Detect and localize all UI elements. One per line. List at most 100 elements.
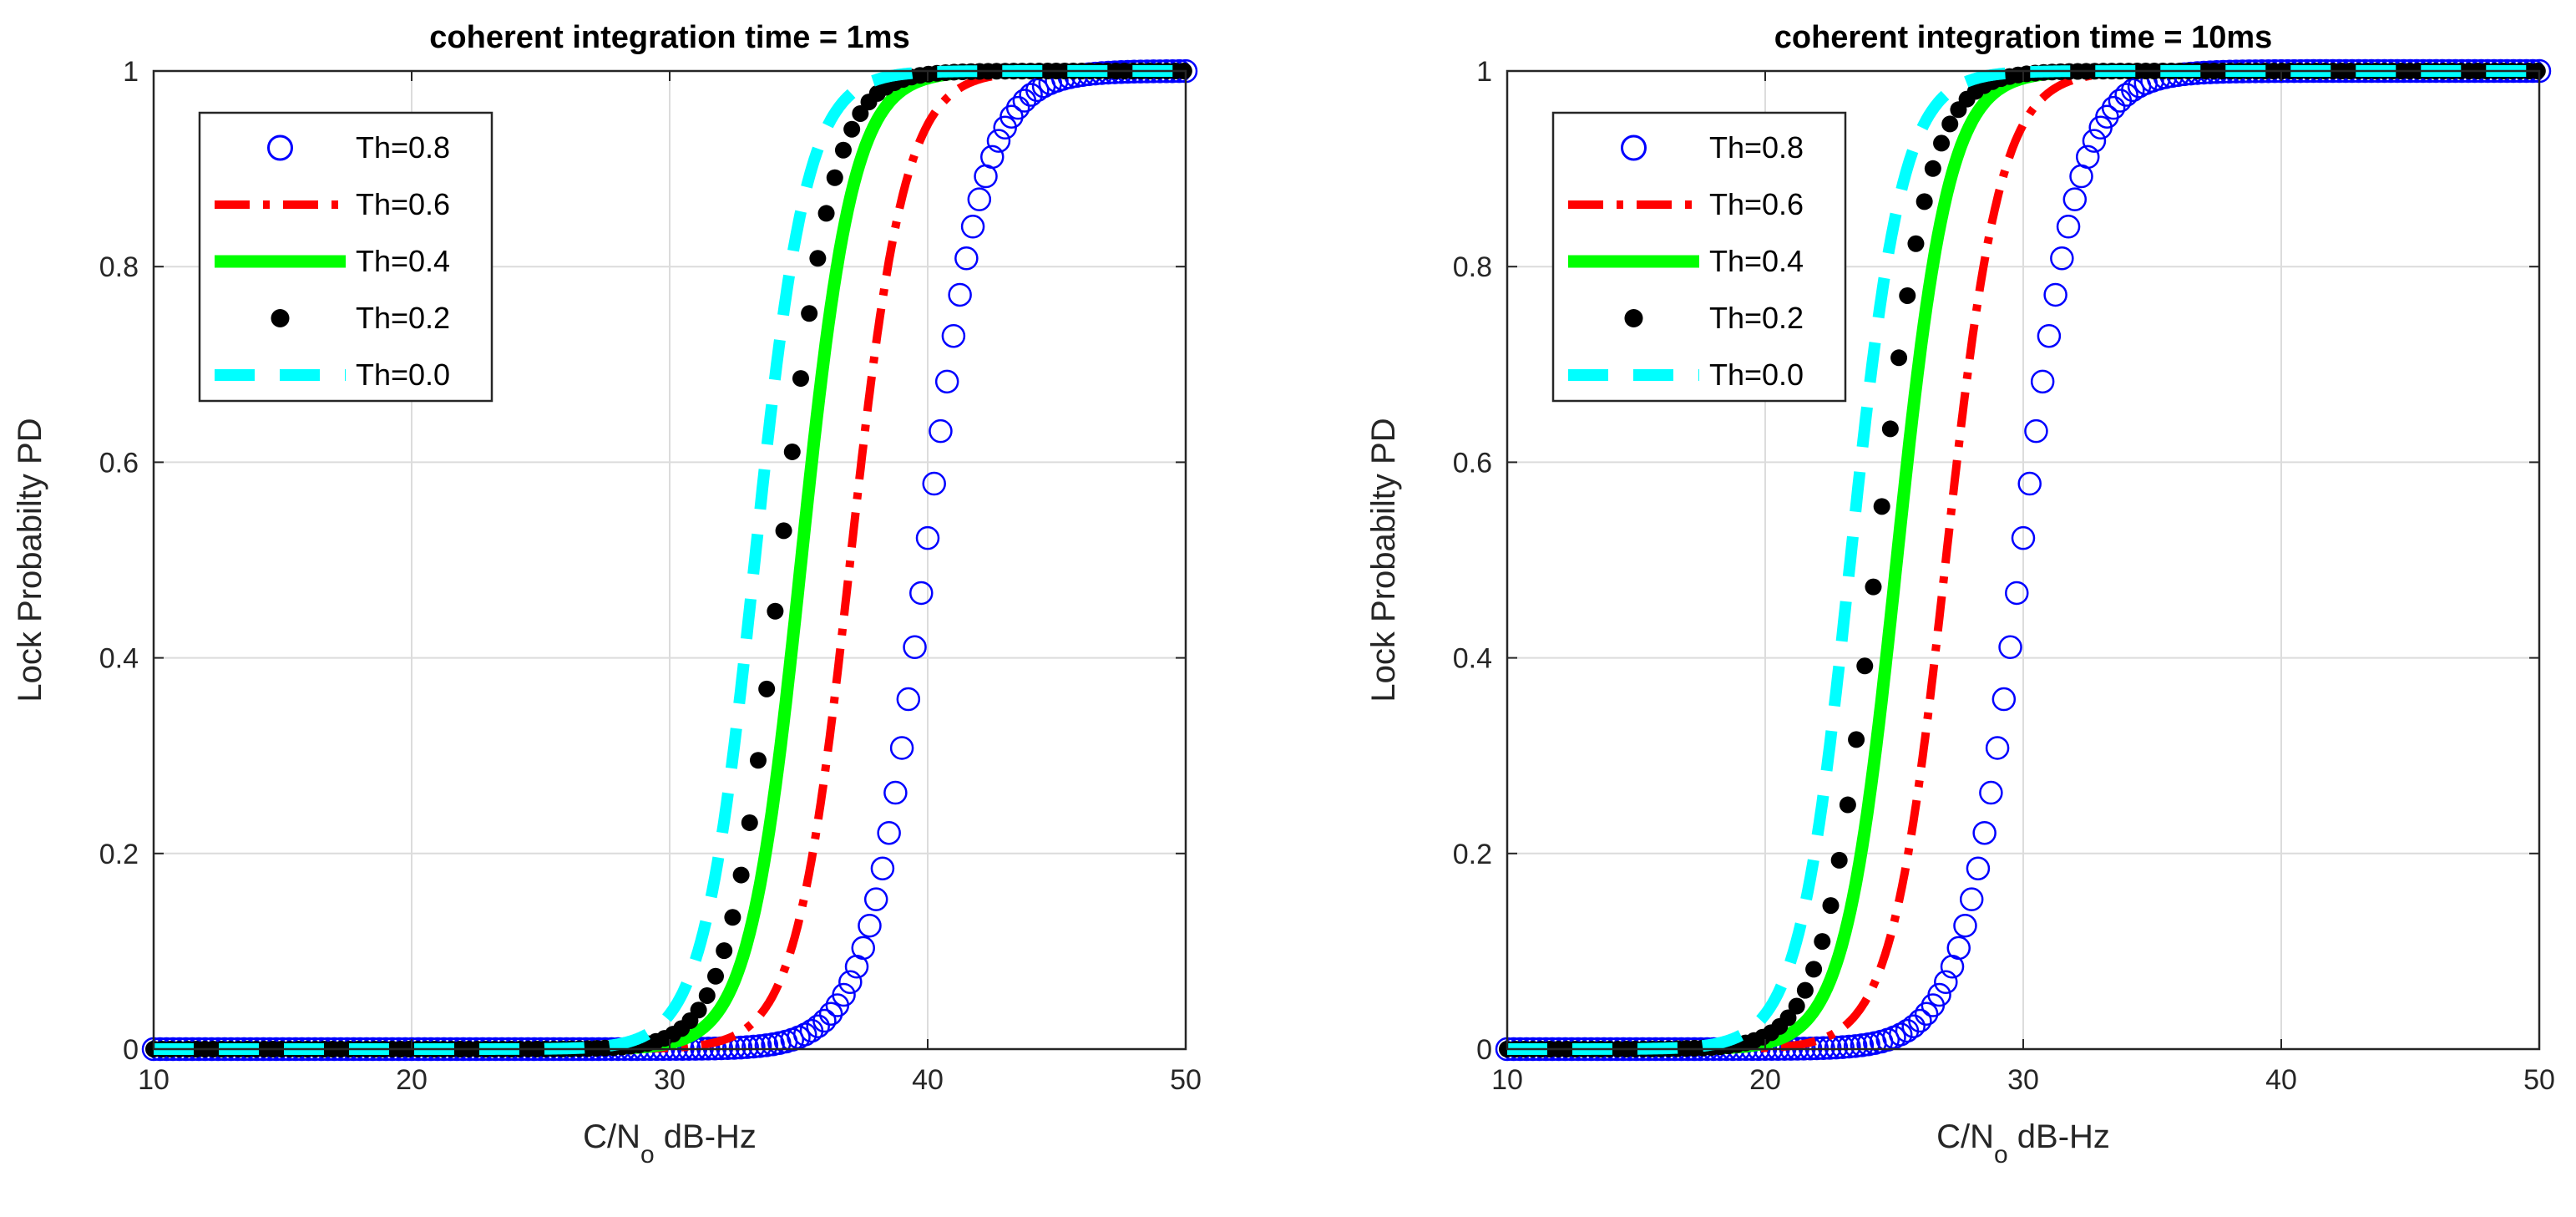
legend-label: Th=0.2 [1709,301,1804,335]
x-axis-label-subscript: o [640,1141,655,1169]
data-point-circle [2076,145,2100,170]
data-point-circle [818,1001,843,1026]
data-point-circle [954,246,979,271]
data-point-dot [1865,578,1882,596]
x-axis-label: C/No dB-Hz [583,1118,757,1169]
data-point-dot [749,752,767,769]
data-point-dot [1873,498,1890,515]
legend-label: Th=0.4 [356,244,450,278]
data-point-dot [809,250,827,267]
data-point-circle [1959,887,1984,911]
data-point-circle [1005,95,1030,120]
data-point-circle [1934,970,1958,995]
data-point-dot [690,1001,707,1019]
data-point-circle [1953,913,1977,938]
x-axis-label-unit: dB-Hz [2008,1118,2110,1155]
data-point-dot [783,443,801,460]
data-point-dot [716,942,733,960]
data-point-circle [2024,418,2048,444]
data-point-circle [948,282,972,307]
data-point-dot [1890,349,1908,367]
legend-label: Th=0.8 [1709,130,1804,165]
data-point-circle [858,913,882,938]
y-axis-label: Lock Probabilty PD [12,418,48,702]
data-point-dot [801,305,818,322]
data-point-circle [1901,1014,1926,1038]
data-point-circle [747,1034,772,1058]
legend-label: Th=0.6 [356,187,450,221]
x-axis-label-unit: dB-Hz [655,1118,757,1155]
data-point-circle [1908,1008,1932,1033]
data-point-circle [2062,187,2088,211]
y-tick-label: 0.2 [99,839,139,870]
legend-label: Th=0.6 [1709,187,1804,221]
data-point-dot [1924,160,1941,177]
y-tick-label: 0.2 [1453,839,1492,870]
data-point-circle [1837,1034,1861,1059]
data-point-circle [960,215,985,239]
y-tick-label: 0.4 [1453,643,1492,675]
data-point-dot [1814,933,1831,951]
data-point-circle [2101,95,2126,120]
x-tick-label: 40 [2265,1064,2297,1096]
y-tick-label: 0.8 [1453,251,1492,283]
legend-label: Th=0.0 [1709,357,1804,392]
x-tick-label: 10 [1491,1064,1523,1096]
data-point-circle [915,525,940,550]
data-point-circle [1824,1035,1849,1060]
data-point-dot [1899,287,1916,304]
x-tick-label: 10 [138,1064,170,1096]
data-point-dot [826,169,843,186]
data-point-circle [1966,856,1991,880]
data-point-dot [852,104,869,122]
data-point-circle [735,1035,759,1059]
legend-label: Th=0.2 [356,301,450,335]
data-point-dot [1839,796,1856,814]
data-point-circle [941,323,966,348]
data-point-dot [775,522,792,540]
data-point-circle [728,1035,753,1060]
y-tick-label: 0.8 [99,251,139,283]
data-point-circle [1927,982,1951,1007]
data-point-circle [980,145,1005,170]
data-point-dot [843,120,861,138]
data-point-circle [934,369,959,394]
data-point-circle [986,129,1011,153]
data-point-dot [792,370,809,388]
data-point-dot [767,602,784,620]
y-tick-label: 0 [1476,1034,1492,1066]
data-point-circle [2114,83,2138,107]
data-point-circle [2043,282,2067,307]
legend-marker-dot [1624,309,1643,327]
data-point-circle [929,418,953,444]
chart-title: coherent integration time = 10ms [1774,20,2273,55]
data-point-circle [2005,581,2029,606]
data-point-circle [1991,687,2017,712]
data-point-dot [1830,851,1848,869]
y-tick-label: 0.6 [1453,447,1492,479]
data-point-dot [1822,897,1840,915]
data-point-dot [1941,115,1959,133]
data-point-circle [922,471,946,496]
data-point-dot [707,967,725,985]
x-tick-label: 50 [1170,1064,1202,1096]
data-point-circle [967,187,992,211]
data-point-circle [2017,471,2042,496]
legend-label: Th=0.0 [356,357,450,392]
data-point-dot [724,909,741,926]
data-point-circle [741,1034,766,1059]
data-point-circle [812,1008,837,1033]
data-point-dot [1916,193,1933,210]
data-point-circle [1985,736,2010,760]
data-point-circle [851,936,875,961]
y-axis-label: Lock Probabilty PD [1365,418,1402,702]
data-point-circle [1025,78,1050,103]
y-tick-label: 1 [1476,56,1492,88]
x-axis-label: C/No dB-Hz [1936,1118,2110,1169]
chart-panel-10ms: 10 20 30 40 50 0 0.2 0.4 0.6 0.8 1 coherent integra… [1365,20,2555,1169]
legend-marker-dot [271,309,290,327]
x-axis-label-main: C/N [1936,1118,1994,1155]
data-point-dot [1907,235,1925,252]
data-point-circle [1019,83,1043,107]
data-point-dot [1856,657,1874,675]
